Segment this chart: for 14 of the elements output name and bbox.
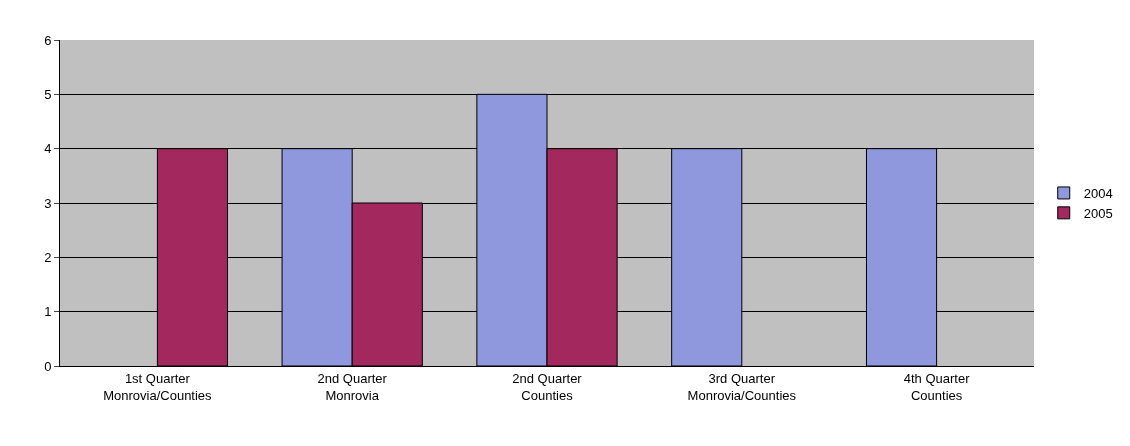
x-tick-label: 1st Quarter Monrovia/Counties (103, 370, 213, 403)
y-tick-label: 6 (44, 32, 52, 48)
y-tick-label: 1 (44, 304, 52, 320)
x-tick-label: 2nd Quarter Monrovia (317, 370, 388, 403)
y-tick-label: 0 (44, 358, 52, 374)
y-tick-label: 2 (44, 249, 52, 265)
y-tick-label: 5 (44, 86, 52, 102)
legend-label: 2004 (1083, 186, 1113, 202)
y-tick-label: 4 (44, 141, 52, 157)
x-tick-label: 2nd Quarter Counties (512, 370, 583, 403)
legend-label: 2005 (1083, 205, 1113, 221)
y-tick-label: 3 (44, 195, 52, 211)
x-tick-label: 4th Quarter Counties (903, 370, 971, 403)
x-tick-label: 3rd Quarter Monrovia/Counties (687, 370, 797, 403)
